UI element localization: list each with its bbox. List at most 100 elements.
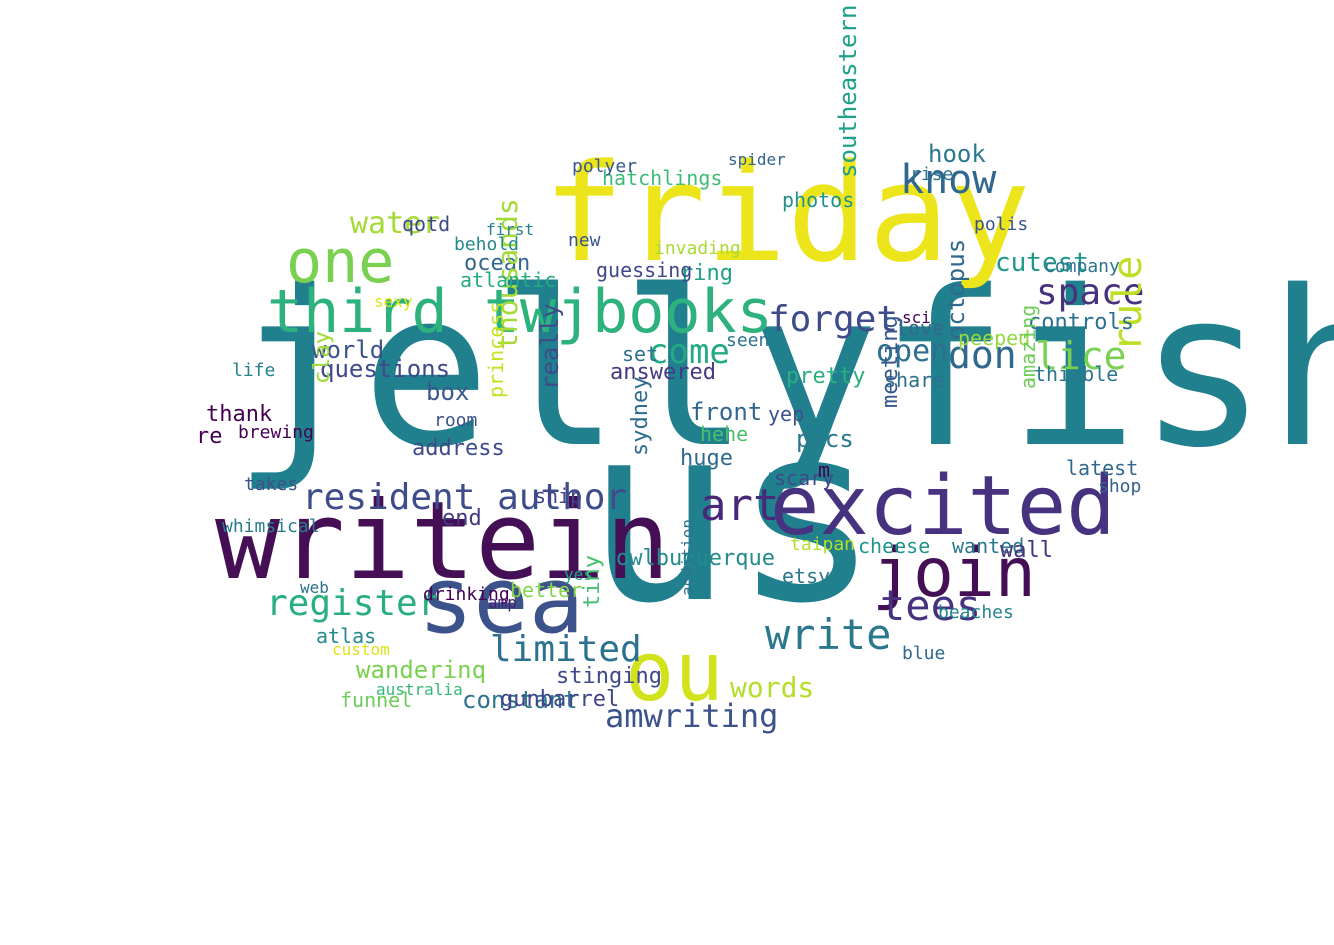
word-cloud-term: tees xyxy=(880,581,982,630)
word-cloud-term: join xyxy=(872,534,1036,613)
word-cloud-term: australia xyxy=(376,680,463,699)
word-cloud-term: sci xyxy=(902,308,931,327)
word-cloud-term: etsy xyxy=(782,564,831,588)
word-cloud-term: front xyxy=(690,398,763,426)
word-cloud-term: latest xyxy=(1066,456,1139,480)
word-cloud-term: love xyxy=(896,316,945,340)
word-cloud-term: thimble xyxy=(1034,362,1119,386)
word-cloud-term: one xyxy=(286,227,395,297)
word-cloud-term: peeped xyxy=(958,326,1031,350)
word-cloud-term: gunbarrel xyxy=(500,687,620,712)
word-cloud-term: hehe xyxy=(700,422,749,446)
word-cloud-term: sea xyxy=(418,547,585,654)
word-cloud-term: limited xyxy=(490,629,642,670)
word-cloud-term: atlas xyxy=(316,624,377,648)
word-cloud-term: cheese xyxy=(858,534,931,558)
word-cloud-term: amp xyxy=(488,593,517,612)
word-cloud-term: set xyxy=(622,342,659,366)
word-cloud-term: wall xyxy=(1000,538,1053,563)
word-cloud-term: taipan xyxy=(790,534,856,555)
word-cloud-term: ring xyxy=(680,261,733,286)
word-cloud-term: m xyxy=(818,458,831,482)
word-cloud-term: constant xyxy=(462,686,578,714)
word-cloud-term: company xyxy=(1044,256,1120,277)
word-cloud-term: yes xyxy=(564,565,593,584)
word-cloud-term: web xyxy=(300,578,329,597)
word-cloud-term: southeastern xyxy=(834,4,862,178)
word-cloud-term: photos xyxy=(782,188,855,212)
word-cloud-term: ship xyxy=(534,484,583,508)
word-cloud-term: excited xyxy=(770,459,1116,554)
word-cloud-term: amwriting xyxy=(605,697,779,735)
word-cloud-term: beaches xyxy=(938,602,1014,623)
word-cloud-term: yep xyxy=(768,402,805,426)
word-cloud-term: friday xyxy=(543,135,1031,292)
word-cloud-term: invading xyxy=(654,238,741,259)
word-cloud-term: shop xyxy=(1098,476,1142,497)
word-cloud-term: cutest xyxy=(995,248,1089,278)
word-cloud-term: world xyxy=(312,336,385,364)
word-cloud-term: thank xyxy=(206,402,273,427)
word-cloud-term: water xyxy=(350,206,441,241)
word-cloud-term: spider xyxy=(728,150,786,169)
word-cloud-term: address xyxy=(412,436,505,461)
word-cloud-term: space xyxy=(1036,272,1145,313)
word-cloud-term: huge xyxy=(680,446,733,471)
word-cloud-term: don xyxy=(948,333,1017,377)
word-cloud-term: scary xyxy=(774,466,835,490)
word-cloud-term: answered xyxy=(610,360,716,385)
word-cloud-term: tiny xyxy=(580,555,605,608)
word-cloud-term: polis xyxy=(974,214,1029,235)
word-cloud-term: ocean xyxy=(464,251,531,276)
word-cloud-term: atlantic xyxy=(460,268,557,292)
word-cloud-term: re xyxy=(196,424,223,449)
word-cloud-term: wanderinq xyxy=(356,656,487,684)
word-cloud-term: clay xyxy=(310,331,335,384)
word-cloud-term: rise xyxy=(910,164,954,185)
word-cloud-term: guessing xyxy=(596,258,693,282)
word-cloud-term: third twjbooks xyxy=(267,277,773,347)
word-cloud-term: box xyxy=(426,378,470,406)
word-cloud-term: behold xyxy=(454,234,520,255)
word-cloud-term: brewing xyxy=(238,422,314,443)
word-cloud-term: writein xyxy=(215,479,671,604)
word-cloud-term: meeting xyxy=(878,315,903,408)
word-cloud-term: pics xyxy=(796,425,854,453)
word-cloud-term: addition xyxy=(678,518,697,596)
word-cloud-term: know xyxy=(900,157,997,203)
word-cloud-term: custom xyxy=(332,640,390,659)
word-cloud-term: jellyfish xyxy=(232,244,1334,495)
word-cloud-term: resident author xyxy=(302,477,628,518)
word-cloud-term: really xyxy=(536,303,564,390)
word-cloud-term: owlbuquerque xyxy=(616,546,775,571)
word-cloud-term: register xyxy=(266,583,440,624)
word-cloud-term: words xyxy=(730,671,815,704)
word-cloud-term: share xyxy=(884,368,945,392)
word-cloud-term: amazing xyxy=(1016,304,1040,389)
word-cloud-term: write xyxy=(765,610,892,659)
word-cloud-term: new xyxy=(568,230,601,251)
word-cloud-term: whimsical xyxy=(222,516,320,537)
word-cloud-term: us xyxy=(585,372,881,657)
word-cloud-term: wanted xyxy=(952,534,1025,558)
word-cloud-term: come xyxy=(648,332,730,372)
word-cloud-term: art xyxy=(700,480,780,531)
word-cloud-term: first xyxy=(486,220,535,239)
word-cloud-term: lice xyxy=(1035,334,1127,378)
word-cloud-term: life xyxy=(232,360,276,381)
word-cloud-term: forget xyxy=(768,299,899,340)
word-cloud-term: end xyxy=(442,506,482,531)
word-cloud-term: better xyxy=(510,578,583,602)
word-cloud-term: ou xyxy=(625,625,724,720)
word-cloud-term: princess xyxy=(484,301,508,398)
word-cloud-term: controls xyxy=(1028,310,1134,335)
word-cloud-term: octopus xyxy=(942,238,970,340)
word-cloud-term: questions xyxy=(320,355,451,383)
word-cloud-term: room xyxy=(434,410,478,431)
word-cloud-term: hatchlings xyxy=(602,166,723,190)
word-cloud-term: open xyxy=(876,334,949,369)
word-cloud-term: polyer xyxy=(572,156,638,177)
word-cloud-term: hook xyxy=(928,140,986,168)
word-cloud-term: takes xyxy=(244,474,299,495)
